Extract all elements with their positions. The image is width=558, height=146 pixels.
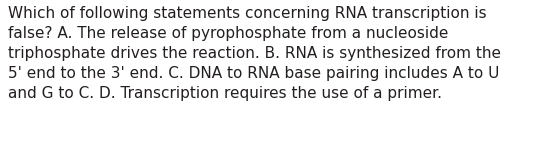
Text: Which of following statements concerning RNA transcription is
false? A. The rele: Which of following statements concerning… [8, 6, 502, 101]
